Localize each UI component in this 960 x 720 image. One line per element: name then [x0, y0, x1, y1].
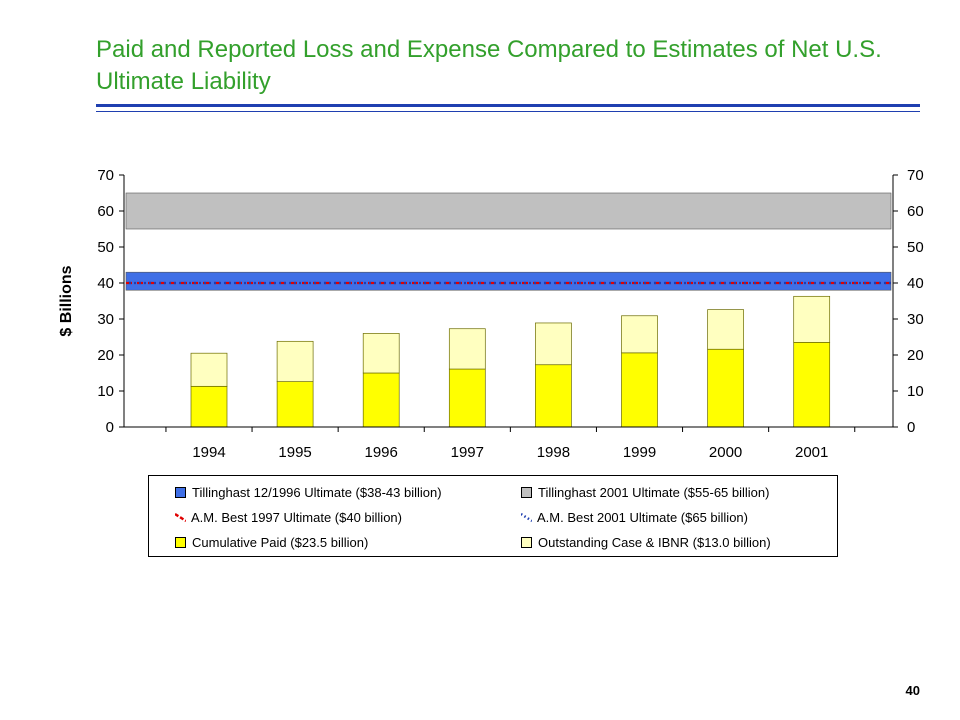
y-tick-label-right: 0	[907, 419, 915, 436]
bar-1998-series-0	[535, 364, 572, 428]
bar-1994-series-0	[190, 385, 228, 428]
x-tick-label: 1995	[278, 444, 311, 461]
legend-item: A.M. Best 2001 Ultimate ($65 billion)	[521, 507, 748, 527]
legend-item: A.M. Best 1997 Ultimate ($40 billion)	[175, 507, 402, 527]
legend-item: Cumulative Paid ($23.5 billion)	[175, 532, 368, 552]
y-tick-label-left: 40	[97, 275, 114, 292]
y-tick-label-left: 10	[97, 383, 114, 400]
y-tick-label-left: 20	[97, 347, 114, 364]
legend-label: Tillinghast 12/1996 Ultimate ($38-43 bil…	[192, 484, 442, 500]
page-number: 40	[905, 683, 920, 698]
y-tick-label-left: 30	[97, 311, 114, 328]
x-tick-label: 1999	[623, 444, 656, 461]
bar-1997-series-0	[448, 368, 486, 428]
bar-2001-series-0	[793, 342, 831, 428]
band-1	[125, 192, 892, 230]
y-tick-label-right: 10	[907, 383, 924, 400]
bar-1998-series-1	[535, 322, 572, 366]
y-tick-label-right: 60	[907, 203, 924, 220]
x-tick-label: 2001	[795, 444, 828, 461]
legend-swatch	[521, 512, 532, 522]
y-tick-label-right: 30	[907, 311, 924, 328]
bar-1997-series-1	[448, 328, 486, 370]
title-rule-thin	[96, 111, 920, 112]
y-axis-label: $ Billions	[58, 265, 75, 336]
slide-title: Paid and Reported Loss and Expense Compa…	[96, 36, 882, 95]
legend-swatch	[521, 536, 532, 548]
x-tick-label: 1998	[537, 444, 570, 461]
y-tick-label-right: 40	[907, 275, 924, 292]
legend-swatch	[521, 486, 532, 498]
title-rule-thick	[96, 104, 920, 107]
legend-item: Outstanding Case & IBNR ($13.0 billion)	[521, 532, 771, 552]
legend-label: A.M. Best 2001 Ultimate ($65 billion)	[537, 509, 748, 525]
y-tick-label-left: 70	[97, 167, 114, 184]
bar-2000-series-1	[707, 309, 744, 350]
bar-1994-series-1	[190, 352, 228, 387]
legend-label: Cumulative Paid ($23.5 billion)	[192, 534, 369, 550]
y-tick-label-left: 50	[97, 239, 114, 256]
chart-legend: Tillinghast 12/1996 Ultimate ($38-43 bil…	[148, 475, 838, 557]
x-tick-label: 1997	[451, 444, 484, 461]
legend-swatch	[175, 512, 186, 522]
legend-swatch	[175, 536, 186, 548]
legend-label: Outstanding Case & IBNR ($13.0 billion)	[538, 534, 771, 550]
bar-1996-series-1	[362, 333, 400, 374]
bar-2001-series-1	[793, 295, 831, 343]
y-tick-label-left: 60	[97, 203, 114, 220]
legend-item: Tillinghast 2001 Ultimate ($55-65 billio…	[521, 482, 769, 502]
y-tick-label-right: 50	[907, 239, 924, 256]
bar-1995-series-0	[276, 381, 314, 428]
band-0	[125, 271, 892, 291]
y-tick-label-right: 70	[907, 167, 924, 184]
legend-item: Tillinghast 12/1996 Ultimate ($38-43 bil…	[175, 482, 442, 502]
x-tick-label: 1994	[192, 444, 225, 461]
legend-swatch	[175, 486, 186, 498]
bar-1999-series-1	[621, 315, 658, 354]
y-tick-label-right: 20	[907, 347, 924, 364]
legend-label: A.M. Best 1997 Ultimate ($40 billion)	[191, 509, 402, 525]
bar-2000-series-0	[707, 348, 744, 428]
bar-1995-series-1	[276, 340, 314, 382]
bar-1999-series-0	[621, 352, 658, 428]
bar-1996-series-0	[362, 372, 400, 428]
y-tick-label-left: 0	[106, 419, 114, 436]
x-tick-label: 2000	[709, 444, 742, 461]
x-tick-label: 1996	[365, 444, 398, 461]
legend-label: Tillinghast 2001 Ultimate ($55-65 billio…	[538, 484, 770, 500]
